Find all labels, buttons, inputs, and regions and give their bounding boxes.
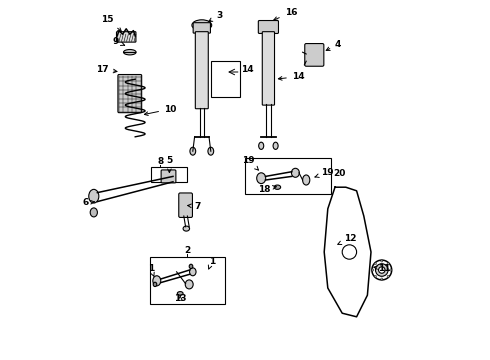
Ellipse shape <box>208 147 214 155</box>
Text: 18: 18 <box>258 185 276 194</box>
Bar <box>151 167 187 182</box>
Text: 3: 3 <box>209 11 222 22</box>
Ellipse shape <box>274 185 281 189</box>
Text: 7: 7 <box>188 202 201 211</box>
Ellipse shape <box>375 264 388 276</box>
Text: 1: 1 <box>208 257 215 269</box>
Text: 5: 5 <box>166 156 172 172</box>
Text: 20: 20 <box>333 170 345 179</box>
FancyBboxPatch shape <box>262 32 274 105</box>
Text: 17: 17 <box>96 65 117 74</box>
Text: 13: 13 <box>174 294 187 303</box>
Ellipse shape <box>387 262 389 265</box>
Text: 14: 14 <box>242 65 254 74</box>
Ellipse shape <box>90 208 98 217</box>
Text: 9: 9 <box>113 37 124 46</box>
Ellipse shape <box>259 142 264 149</box>
Bar <box>245 158 331 194</box>
Text: 16: 16 <box>274 8 297 20</box>
Ellipse shape <box>183 226 190 231</box>
Text: 19: 19 <box>315 168 333 177</box>
Ellipse shape <box>390 269 392 271</box>
FancyBboxPatch shape <box>193 23 210 33</box>
Ellipse shape <box>342 245 357 259</box>
Ellipse shape <box>374 275 376 278</box>
FancyBboxPatch shape <box>118 75 142 113</box>
Ellipse shape <box>123 50 136 55</box>
Ellipse shape <box>381 260 383 262</box>
Text: 1: 1 <box>147 264 154 276</box>
Ellipse shape <box>303 175 310 185</box>
Text: 10: 10 <box>145 105 176 116</box>
Ellipse shape <box>292 168 299 177</box>
Text: 8: 8 <box>157 157 164 166</box>
Text: 15: 15 <box>101 15 122 32</box>
Ellipse shape <box>379 267 385 273</box>
Ellipse shape <box>374 262 376 265</box>
Ellipse shape <box>273 142 278 149</box>
FancyBboxPatch shape <box>305 44 324 66</box>
Ellipse shape <box>372 260 392 280</box>
Bar <box>149 257 225 304</box>
Ellipse shape <box>89 189 99 203</box>
Ellipse shape <box>185 280 193 289</box>
Text: 19: 19 <box>242 156 258 170</box>
Bar <box>211 61 240 97</box>
Ellipse shape <box>189 264 193 269</box>
Ellipse shape <box>153 276 161 286</box>
Text: 11: 11 <box>374 264 391 273</box>
Ellipse shape <box>177 292 183 295</box>
Text: 4: 4 <box>326 40 342 50</box>
FancyBboxPatch shape <box>179 193 193 217</box>
Ellipse shape <box>192 20 212 31</box>
Ellipse shape <box>153 282 157 287</box>
FancyBboxPatch shape <box>196 32 208 109</box>
Text: 12: 12 <box>338 234 357 244</box>
Text: 6: 6 <box>82 198 95 207</box>
Text: 2: 2 <box>184 246 191 255</box>
FancyBboxPatch shape <box>258 21 278 33</box>
FancyBboxPatch shape <box>117 32 136 42</box>
FancyBboxPatch shape <box>161 170 176 183</box>
Text: 14: 14 <box>278 72 304 81</box>
Ellipse shape <box>381 278 383 280</box>
Ellipse shape <box>387 275 389 278</box>
Ellipse shape <box>257 173 266 184</box>
Ellipse shape <box>190 147 196 155</box>
Ellipse shape <box>190 268 196 276</box>
Ellipse shape <box>372 269 374 271</box>
